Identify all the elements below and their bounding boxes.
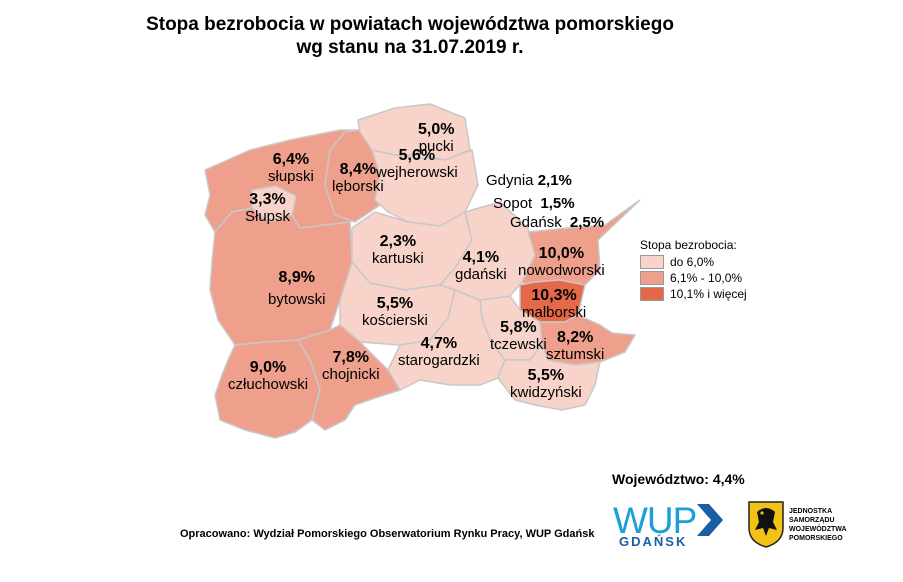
label-pucki: 5,0% pucki bbox=[418, 121, 455, 155]
label-tczewski: 5,8% tczewski bbox=[490, 319, 547, 353]
map-legend: Stopa bezrobocia: do 6,0% 6,1% - 10,0% 1… bbox=[640, 238, 747, 302]
label-sztumski: 8,2% sztumski bbox=[546, 329, 605, 363]
label-koscierski: 5,5% kościerski bbox=[362, 295, 428, 329]
label-chojnicki: 7,8% chojnicki bbox=[322, 349, 380, 383]
jst-label: JEDNOSTKA SAMORZĄDU WOJEWÓDZTWA POMORSKI… bbox=[789, 508, 847, 542]
label-slupsk: 3,3% Słupsk bbox=[245, 191, 291, 225]
legend-swatch-high bbox=[640, 287, 664, 301]
map-title-line1: Stopa bezrobocia w powiatach województwa… bbox=[146, 14, 674, 35]
voivodeship-rate: Województwo: 4,4% bbox=[612, 471, 745, 487]
label-wejherowski: 5,6% wejherowski bbox=[376, 147, 458, 181]
label-slupski: 6,4% słupski bbox=[268, 151, 314, 185]
legend-swatch-mid bbox=[640, 271, 664, 285]
label-kwidzynski: 5,5% kwidzyński bbox=[510, 367, 582, 401]
region-nowodworski bbox=[521, 199, 641, 291]
pomorskie-crest-icon bbox=[748, 501, 784, 548]
source-note: Opracowano: Wydział Pomorskiego Obserwat… bbox=[180, 528, 595, 540]
city-gdynia: Gdynia 2,1% bbox=[486, 172, 572, 189]
wup-logo-subtext: GDAŃSK bbox=[619, 534, 688, 549]
label-kartuski: 2,3% kartuski bbox=[372, 233, 424, 267]
label-leborski: 8,4% lęborski bbox=[332, 161, 384, 195]
label-bytowski: 8,9% bytowski bbox=[268, 269, 326, 308]
legend-swatch-low bbox=[640, 255, 664, 269]
wup-arrow-icon bbox=[697, 504, 723, 536]
legend-item-low: do 6,0% bbox=[640, 254, 747, 270]
label-starogardzki: 4,7% starogardzki bbox=[398, 335, 480, 369]
legend-item-mid: 6,1% - 10,0% bbox=[640, 270, 747, 286]
voivodeship-map bbox=[204, 103, 641, 439]
city-sopot: Sopot 1,5% bbox=[493, 195, 575, 212]
map-title-line2: wg stanu na 31.07.2019 r. bbox=[296, 37, 524, 58]
city-gdansk: Gdańsk 2,5% bbox=[510, 214, 605, 231]
region-chojnicki bbox=[297, 324, 401, 431]
legend-item-high: 10,1% i więcej bbox=[640, 286, 747, 302]
label-gdanski: 4,1% gdański bbox=[455, 249, 507, 283]
legend-title: Stopa bezrobocia: bbox=[640, 238, 737, 252]
wup-logo: WUP GDAŃSK bbox=[613, 500, 731, 552]
wup-logo-text: WUP bbox=[613, 500, 697, 541]
label-czluchowski: 9,0% człuchowski bbox=[228, 359, 309, 393]
label-malborski: 10,3% malborski bbox=[522, 287, 587, 321]
label-nowodworski: 10,0% nowodworski bbox=[518, 245, 605, 279]
region-kwidzynski bbox=[497, 344, 601, 411]
